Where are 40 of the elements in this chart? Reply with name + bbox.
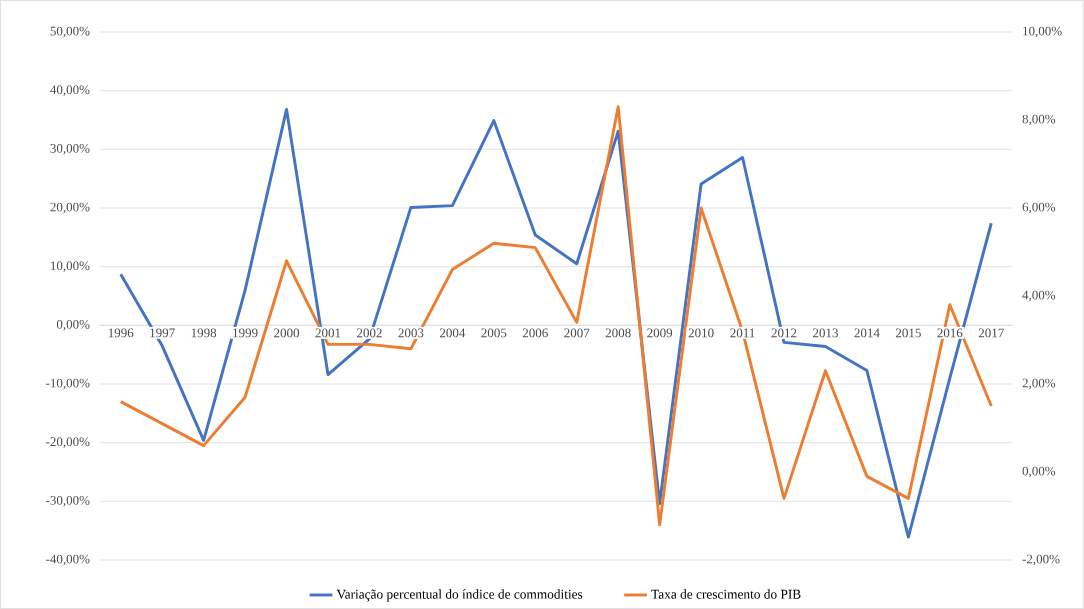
y2-tick-label: 8,00% bbox=[1022, 114, 1056, 126]
y-tick-label: -40,00% bbox=[46, 554, 90, 566]
y2-tick-label: 10,00% bbox=[1023, 26, 1062, 38]
y-tick-label: 20,00% bbox=[50, 202, 90, 214]
x-tick-label: 2014 bbox=[854, 328, 880, 338]
x-tick-label: 2016 bbox=[937, 328, 963, 338]
x-tick-label: 2002 bbox=[357, 328, 382, 338]
y2-tick-label: -2,00% bbox=[1022, 554, 1060, 566]
x-tick-label: 2007 bbox=[564, 328, 590, 338]
x-tick-label: 2012 bbox=[771, 328, 797, 338]
x-tick-label: 2003 bbox=[398, 328, 424, 338]
x-tick-label: 2017 bbox=[978, 328, 1004, 338]
x-tick-label: 2010 bbox=[688, 328, 714, 338]
x-tick-label: 1996 bbox=[108, 328, 134, 338]
y2-tick-label: 0,00% bbox=[1022, 466, 1056, 478]
y2-tick-label: 2,00% bbox=[1022, 378, 1056, 390]
y-tick-label: -30,00% bbox=[46, 495, 90, 507]
y2-tick-label: 4,00% bbox=[1022, 290, 1056, 302]
y-tick-label: 10,00% bbox=[51, 261, 90, 272]
x-tick-label: 2000 bbox=[274, 328, 300, 338]
y-tick-label: 40,00% bbox=[50, 85, 90, 96]
legend-label: Variação percentual do índice de commodities bbox=[336, 589, 583, 602]
x-tick-label: 1997 bbox=[150, 328, 175, 338]
x-tick-label: 2004 bbox=[439, 328, 466, 338]
x-tick-label: 2015 bbox=[895, 328, 921, 338]
x-tick-label: 2005 bbox=[481, 328, 507, 338]
legend-label: Taxa de crescimento do PIB bbox=[651, 589, 801, 599]
y-tick-label: -20,00% bbox=[46, 437, 90, 448]
y-tick-label: -10,00% bbox=[46, 378, 90, 390]
y-tick-label: 50,00% bbox=[50, 26, 90, 38]
x-tick-label: 2008 bbox=[605, 328, 631, 338]
y-tick-label: 30,00% bbox=[50, 144, 90, 155]
x-tick-label: 2006 bbox=[522, 328, 548, 338]
x-tick-label: 2001 bbox=[315, 328, 341, 338]
x-tick-label: 2009 bbox=[647, 328, 673, 338]
y-tick-label: 0,00% bbox=[56, 319, 90, 331]
x-tick-label: 1998 bbox=[191, 328, 217, 338]
x-tick-label: 2013 bbox=[813, 328, 838, 338]
x-tick-label: 1999 bbox=[233, 328, 258, 338]
y2-tick-label: 6,00% bbox=[1022, 202, 1056, 214]
